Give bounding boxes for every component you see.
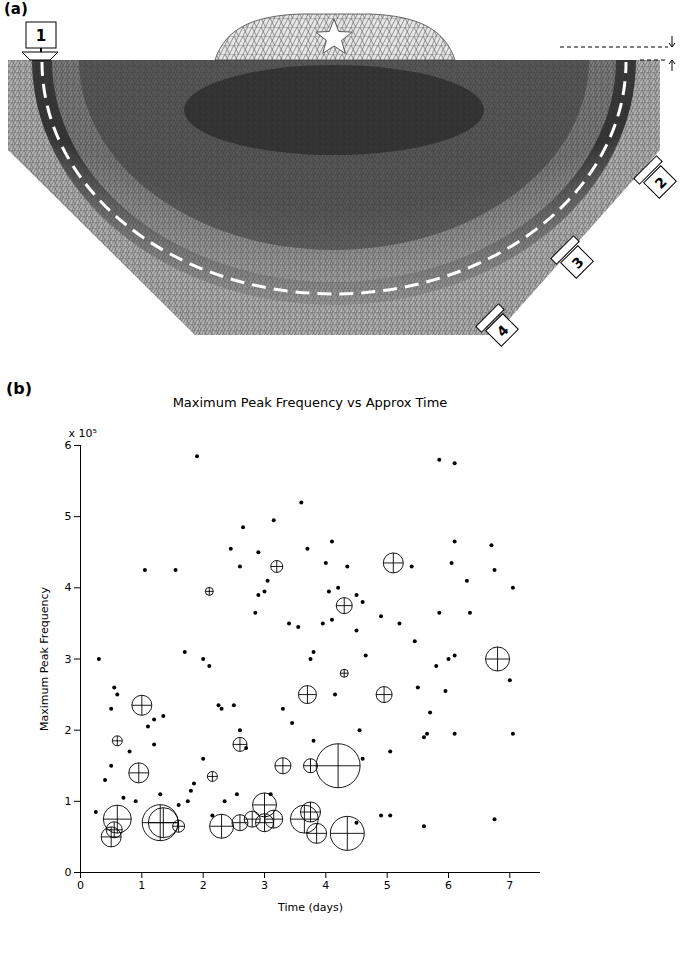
svg-text:0: 0 bbox=[77, 879, 84, 892]
svg-text:Time (days): Time (days) bbox=[277, 901, 343, 914]
svg-text:2: 2 bbox=[200, 879, 207, 892]
svg-text:0: 0 bbox=[65, 866, 72, 879]
svg-text:4: 4 bbox=[494, 321, 512, 339]
svg-text:1: 1 bbox=[36, 27, 46, 45]
html-text:(b): (b) bbox=[6, 379, 33, 398]
svg-text:2: 2 bbox=[652, 174, 670, 192]
svg-text:(a): (a) bbox=[4, 0, 28, 18]
svg-text:5: 5 bbox=[384, 879, 391, 892]
html-text:Maximum Peak Frequency vs Appr: Maximum Peak Frequency vs Approx Time bbox=[172, 395, 448, 410]
svg-text:Maximum Peak Frequency: Maximum Peak Frequency bbox=[38, 586, 51, 731]
svg-text:3: 3 bbox=[65, 653, 72, 666]
svg-text:1: 1 bbox=[138, 879, 145, 892]
svg-text:3: 3 bbox=[569, 254, 587, 272]
svg-text:2: 2 bbox=[65, 724, 72, 737]
svg-text:4: 4 bbox=[322, 879, 329, 892]
svg-text:4: 4 bbox=[65, 581, 72, 594]
svg-text:7: 7 bbox=[506, 879, 513, 892]
svg-text:3: 3 bbox=[261, 879, 268, 892]
svg-text:5: 5 bbox=[65, 510, 72, 523]
svg-text:6: 6 bbox=[65, 439, 72, 452]
svg-text:x 10⁵: x 10⁵ bbox=[69, 427, 97, 440]
svg-text:6: 6 bbox=[445, 879, 452, 892]
svg-text:1: 1 bbox=[65, 795, 72, 808]
